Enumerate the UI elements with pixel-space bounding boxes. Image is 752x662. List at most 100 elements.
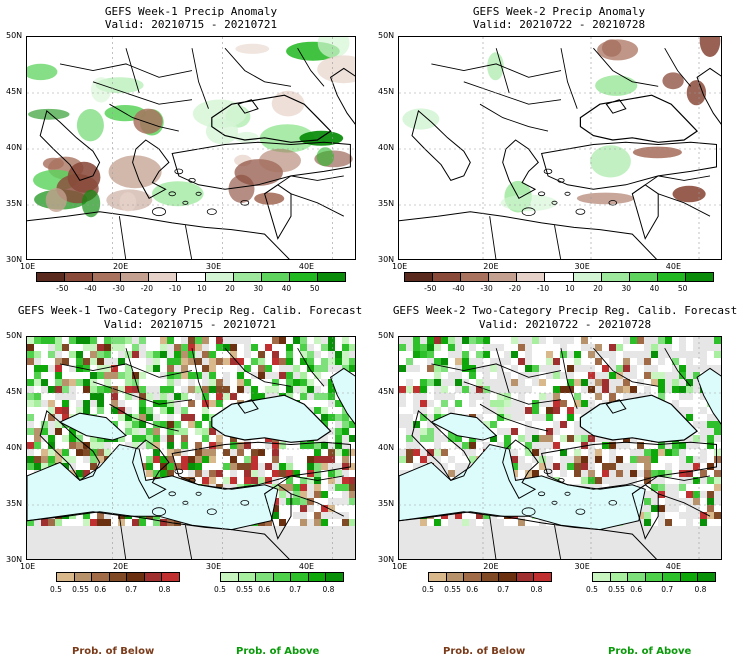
prob-cell: [335, 456, 342, 463]
prob-cell: [202, 449, 209, 456]
prob-cell: [686, 386, 693, 393]
panel4-valid: Valid: 20210722 - 20210728: [478, 318, 652, 331]
prob-cell: [349, 470, 355, 477]
prob-cell: [195, 442, 202, 449]
prob-cell: [209, 351, 216, 358]
prob-cell: [518, 442, 525, 449]
prob-cell: [279, 344, 286, 351]
prob-cell: [195, 449, 202, 456]
prob-cell: [146, 414, 153, 421]
prob-cell: [588, 351, 595, 358]
prob-cell: [153, 337, 160, 344]
country-border: [489, 216, 497, 259]
prob-cell: [258, 372, 265, 379]
prob-cell: [462, 435, 469, 442]
prob-cell: [342, 477, 349, 484]
prob-cell: [48, 456, 55, 463]
prob-cell: [279, 449, 286, 456]
prob-cell: [139, 386, 146, 393]
prob-tick-label: 0.5: [50, 585, 62, 594]
prob-cell: [55, 386, 62, 393]
prob-cell: [265, 337, 272, 344]
prob-cell: [167, 442, 174, 449]
crimea-outline: [237, 99, 259, 114]
colorbar-swatch: [37, 273, 66, 281]
colorbar-swatch: [74, 573, 93, 581]
prob-cell: [48, 337, 55, 344]
prob-cell: [420, 386, 427, 393]
prob-cell: [223, 351, 230, 358]
prob-cell: [616, 372, 623, 379]
prob-cell: [490, 372, 497, 379]
prob-tick-label: 0.6: [466, 585, 479, 594]
prob-cell: [581, 442, 588, 449]
prob-cell: [532, 365, 539, 372]
prob-cell: [202, 393, 209, 400]
colorbar-swatch: [233, 273, 262, 281]
prob-cell: [90, 512, 97, 519]
island: [174, 468, 184, 475]
prob-cell: [532, 449, 539, 456]
prob-cell: [146, 449, 153, 456]
colorbar-swatch: [317, 273, 346, 281]
prob-cell: [314, 358, 321, 365]
prob-cell: [286, 351, 293, 358]
country-border: [109, 403, 179, 432]
prob-cell: [679, 442, 686, 449]
prob-cell: [672, 379, 679, 386]
prob-cell: [504, 435, 511, 442]
lon-label: 20E: [483, 562, 499, 571]
prob-cell: [335, 407, 342, 414]
prob-cell: [539, 470, 546, 477]
prob-cell: [349, 463, 355, 470]
prob-cell: [181, 421, 188, 428]
prob-cell: [623, 344, 630, 351]
prob-cell: [76, 379, 83, 386]
prob-cell: [497, 393, 504, 400]
prob-cell: [511, 351, 518, 358]
prob-cell: [307, 456, 314, 463]
prob-cell: [335, 358, 342, 365]
prob-cell: [202, 337, 209, 344]
prob-cell: [251, 442, 258, 449]
prob-cell: [132, 519, 139, 526]
prob-cell: [448, 400, 455, 407]
prob-cell: [630, 379, 637, 386]
prob-cell: [630, 337, 637, 344]
prob-cell: [335, 400, 342, 407]
prob-cell: [160, 351, 167, 358]
prob-cell: [272, 358, 279, 365]
prob-cell: [139, 372, 146, 379]
prob-cell: [413, 337, 420, 344]
prob-cell: [97, 365, 104, 372]
prob-cell: [574, 393, 581, 400]
prob-cell: [630, 344, 637, 351]
country-border: [109, 103, 179, 132]
prob-cell: [132, 414, 139, 421]
prob-cell: [181, 456, 188, 463]
colorbar-swatch: [698, 573, 716, 581]
prob-cell: [286, 477, 293, 484]
prob-cell: [581, 337, 588, 344]
prob-cell: [90, 407, 97, 414]
prob-cell: [251, 358, 258, 365]
prob-cell: [258, 449, 265, 456]
prob-cell: [434, 414, 441, 421]
prob-cell: [286, 344, 293, 351]
prob-cell: [34, 351, 41, 358]
prob-cell: [230, 477, 237, 484]
prob-cell: [630, 470, 637, 477]
prob-cell: [609, 463, 616, 470]
prob-cell: [595, 393, 602, 400]
prob-cell: [34, 463, 41, 470]
prob-cell: [539, 456, 546, 463]
prob-cell: [525, 456, 532, 463]
prob-cell: [328, 414, 335, 421]
prob-cell: [69, 428, 76, 435]
prob-cell: [609, 442, 616, 449]
prob-cell: [188, 386, 195, 393]
prob-cell: [209, 407, 216, 414]
anomaly-blob: [317, 55, 355, 84]
prob-cell: [630, 456, 637, 463]
colorbar-swatch: [610, 573, 629, 581]
